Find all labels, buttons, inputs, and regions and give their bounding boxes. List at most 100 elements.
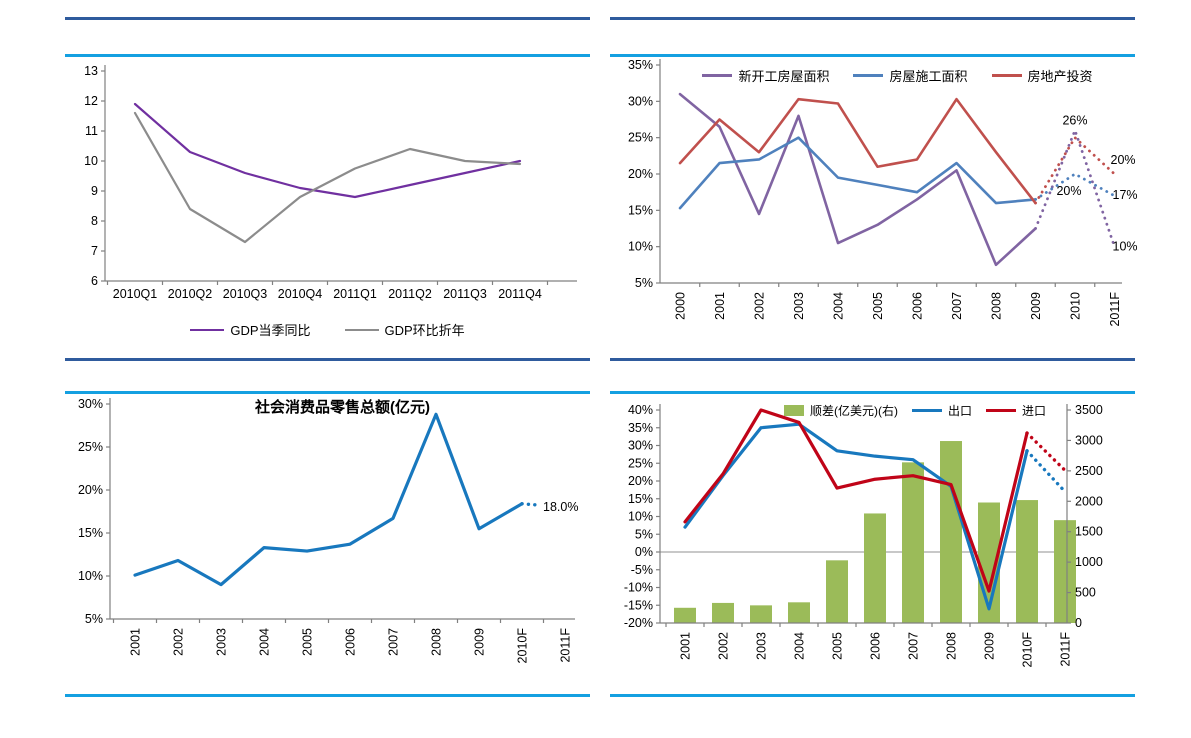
annotation: 20%	[1056, 184, 1081, 198]
y-tick-label: 20%	[628, 167, 653, 181]
y-tick-label: 5%	[635, 276, 653, 290]
x-tick-label: 2002	[172, 628, 186, 656]
y-tick-label: 8	[91, 214, 98, 228]
legend-label: 顺差(亿美元)(右)	[809, 404, 898, 418]
trade-balance-chart: 40% 35% 30% 25% 20% 15% 10% 5% 0% -5% -10% -15% -20%…	[624, 403, 1103, 668]
x-tick-label: 2008	[430, 628, 444, 656]
y-tick-label: -20%	[624, 616, 653, 630]
legend-item: GDP环比折年	[344, 320, 465, 339]
x-tick-label: 2011F	[1059, 632, 1073, 667]
right-y-tick-label: 1500	[1075, 525, 1103, 539]
x-tick-label: 2005	[301, 628, 315, 656]
x-tick-label: 2009	[1029, 292, 1043, 320]
x-tick-label: 2005	[831, 632, 845, 660]
y-tick-label: 10%	[628, 510, 653, 524]
retail-chart-title: 社会消费品零售总额(亿元)	[255, 399, 430, 416]
series-forecast-dotted-0	[520, 502, 542, 507]
line-swatch-icon	[344, 328, 379, 331]
y-tick-label: 30%	[628, 439, 653, 453]
legend-label: 房地产投资	[1027, 69, 1093, 84]
y-tick-label: 25%	[78, 440, 103, 454]
x-tick-label: 2010Q1	[113, 287, 158, 301]
y-tick-label: 25%	[628, 456, 653, 470]
surplus-bar	[788, 602, 810, 623]
series-line-1	[678, 136, 1037, 210]
section-rule-mid-left	[65, 358, 590, 361]
x-tick-label: 2001	[713, 292, 727, 320]
x-tick-label: 2000	[674, 292, 688, 320]
series-line-1	[133, 111, 522, 244]
y-tick-label: -15%	[624, 598, 653, 612]
y-tick-label: 15%	[628, 492, 653, 506]
x-tick-label: 2008	[945, 632, 959, 660]
legend-label: 出口	[947, 404, 972, 418]
annotation: 20%	[1111, 153, 1136, 167]
x-tick-label: 2010	[1069, 292, 1083, 320]
legend-label: 新开工房屋面积	[738, 69, 830, 84]
surplus-bar	[940, 441, 962, 623]
trade-chart-legend: 顺差(亿美元)(右) 出口 进口	[700, 402, 1130, 419]
x-tick-label: 2004	[832, 292, 846, 320]
series-line-0	[678, 92, 1037, 267]
figure-rule-bottom-left	[65, 694, 590, 697]
series-line-0	[133, 102, 522, 199]
y-tick-label: 0%	[635, 545, 653, 559]
gdp-growth-chart: 13 12 11 10 9 8 7 6 2010Q1 2010Q2 2010Q3 2010Q4 2011…	[84, 64, 577, 301]
x-tick-label: 2010F	[1021, 632, 1035, 668]
line-swatch-icon	[911, 409, 942, 412]
y-tick-label: 9	[91, 184, 98, 198]
legend-item: 房屋施工面积	[853, 66, 968, 85]
series-forecast-dotted-1	[1025, 431, 1067, 473]
x-tick-label: 2010Q2	[168, 287, 213, 301]
x-tick-label: 2007	[387, 628, 401, 656]
x-tick-label: 2003	[792, 292, 806, 320]
x-tick-label: 2002	[753, 292, 767, 320]
surplus-bar	[674, 607, 696, 623]
legend-item: GDP当季同比	[190, 320, 311, 339]
annotation: 26%	[1062, 113, 1087, 127]
y-tick-label: 5%	[85, 612, 103, 626]
x-tick-label: 2009	[983, 632, 997, 660]
legend-item: 房地产投资	[991, 66, 1093, 85]
figure-rule-mid-right	[610, 391, 1135, 394]
x-tick-label: 2011F	[1108, 292, 1122, 327]
section-rule-top-left	[65, 17, 590, 20]
series-line-0	[133, 412, 524, 587]
surplus-bar	[712, 602, 734, 623]
series-forecast-dotted-0	[1025, 449, 1067, 494]
x-tick-label: 2009	[473, 628, 487, 656]
y-tick-label: 13	[84, 64, 98, 78]
line-swatch-icon	[991, 74, 1022, 77]
line-swatch-icon	[853, 74, 884, 77]
x-tick-label: 2003	[755, 632, 769, 660]
right-y-tick-label: 500	[1075, 586, 1096, 600]
right-y-tick-label: 3000	[1075, 433, 1103, 447]
y-tick-label: 35%	[628, 58, 653, 72]
line-swatch-icon	[986, 409, 1016, 412]
legend-label: 进口	[1022, 404, 1047, 418]
x-tick-label: 2005	[871, 292, 885, 320]
x-tick-label: 2011Q1	[333, 287, 377, 301]
x-tick-label: 2010Q3	[223, 287, 268, 301]
series-line-1	[683, 408, 1029, 593]
figure-rule-top-left	[65, 54, 590, 57]
y-tick-label: 25%	[628, 131, 653, 145]
surplus-bar	[864, 513, 886, 623]
annotation: 10%	[1113, 240, 1138, 254]
series-forecast-dotted-1	[1034, 172, 1116, 201]
y-tick-label: 15%	[78, 526, 103, 540]
y-tick-label: 30%	[628, 94, 653, 108]
y-tick-label: 35%	[628, 421, 653, 435]
right-y-tick-label: 3500	[1075, 403, 1103, 417]
x-tick-label: 2011Q2	[388, 287, 432, 301]
x-tick-label: 2006	[869, 632, 883, 660]
x-tick-label: 2002	[717, 632, 731, 660]
retail-sales-chart: 30% 25% 20% 15% 10% 5% 2001 2002 2003 2004 2005 200…	[78, 397, 578, 664]
right-y-tick-label: 1000	[1075, 555, 1103, 569]
x-tick-label: 2010F	[516, 628, 530, 664]
gdp-chart-legend: GDP当季同比 GDP环比折年	[65, 320, 590, 339]
legend-item: 出口	[911, 402, 972, 419]
y-tick-label: 20%	[78, 483, 103, 497]
legend-label: GDP环比折年	[384, 323, 465, 338]
